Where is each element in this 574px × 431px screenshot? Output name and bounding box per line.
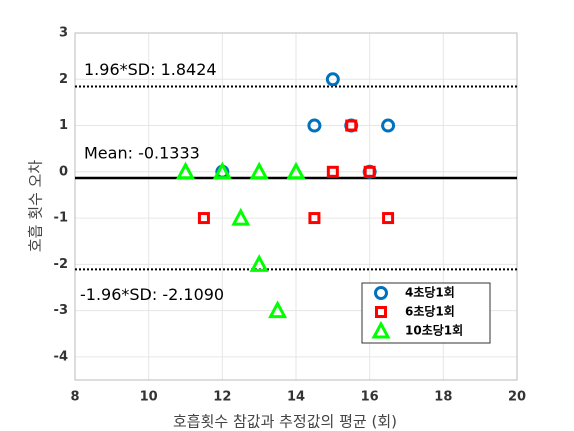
data-point: [345, 119, 358, 132]
plot-frame: [74, 32, 518, 381]
data-point: [175, 161, 196, 180]
y-tick-label: 2: [59, 72, 68, 87]
x-tick-label: 20: [508, 390, 526, 405]
data-point: [382, 212, 395, 225]
x-tick-label: 16: [361, 390, 379, 405]
legend-marker: [375, 306, 387, 318]
y-tick-label: 3: [59, 26, 68, 41]
data-point: [325, 72, 340, 87]
y-tick-label: -2: [54, 257, 68, 272]
x-tick-label: 18: [434, 390, 452, 405]
data-point: [197, 212, 210, 225]
data-point: [308, 212, 321, 225]
data-point: [249, 161, 269, 180]
x-tick-label: 14: [287, 390, 305, 405]
y-tick-label: -4: [54, 349, 68, 364]
reference-label: -1.96*SD: -2.1090: [80, 285, 224, 304]
data-point: [363, 165, 376, 178]
data-point: [381, 118, 396, 133]
legend-marker: [374, 286, 388, 300]
x-tick-label: 8: [70, 390, 79, 405]
reference-label: 1.96*SD: 1.8424: [84, 60, 217, 79]
y-tick-label: -3: [54, 303, 68, 318]
x-axis-label: 호흡횟수 참값과 추정값의 평균 (회): [173, 413, 397, 431]
x-tick-label: 10: [140, 390, 158, 405]
data-point: [286, 161, 306, 180]
y-tick-label: -1: [54, 211, 68, 226]
y-tick-label: 1: [59, 118, 68, 133]
legend-label: 6초당1회: [405, 304, 455, 319]
legend-label: 10초당1회: [405, 323, 463, 338]
legend-marker: [371, 320, 391, 339]
data-point: [212, 161, 232, 180]
legend-label: 4초당1회: [405, 285, 455, 300]
legend-box: [361, 282, 491, 344]
y-tick-label: 0: [59, 164, 68, 179]
data-point: [326, 165, 339, 178]
x-tick-label: 12: [213, 390, 231, 405]
data-point: [231, 207, 251, 226]
data-point: [307, 118, 322, 133]
reference-label: Mean: -0.1333: [84, 143, 200, 162]
data-point: [249, 254, 269, 272]
data-point: [268, 300, 288, 319]
y-axis-label: 호흡 횟수 오차: [27, 160, 45, 253]
